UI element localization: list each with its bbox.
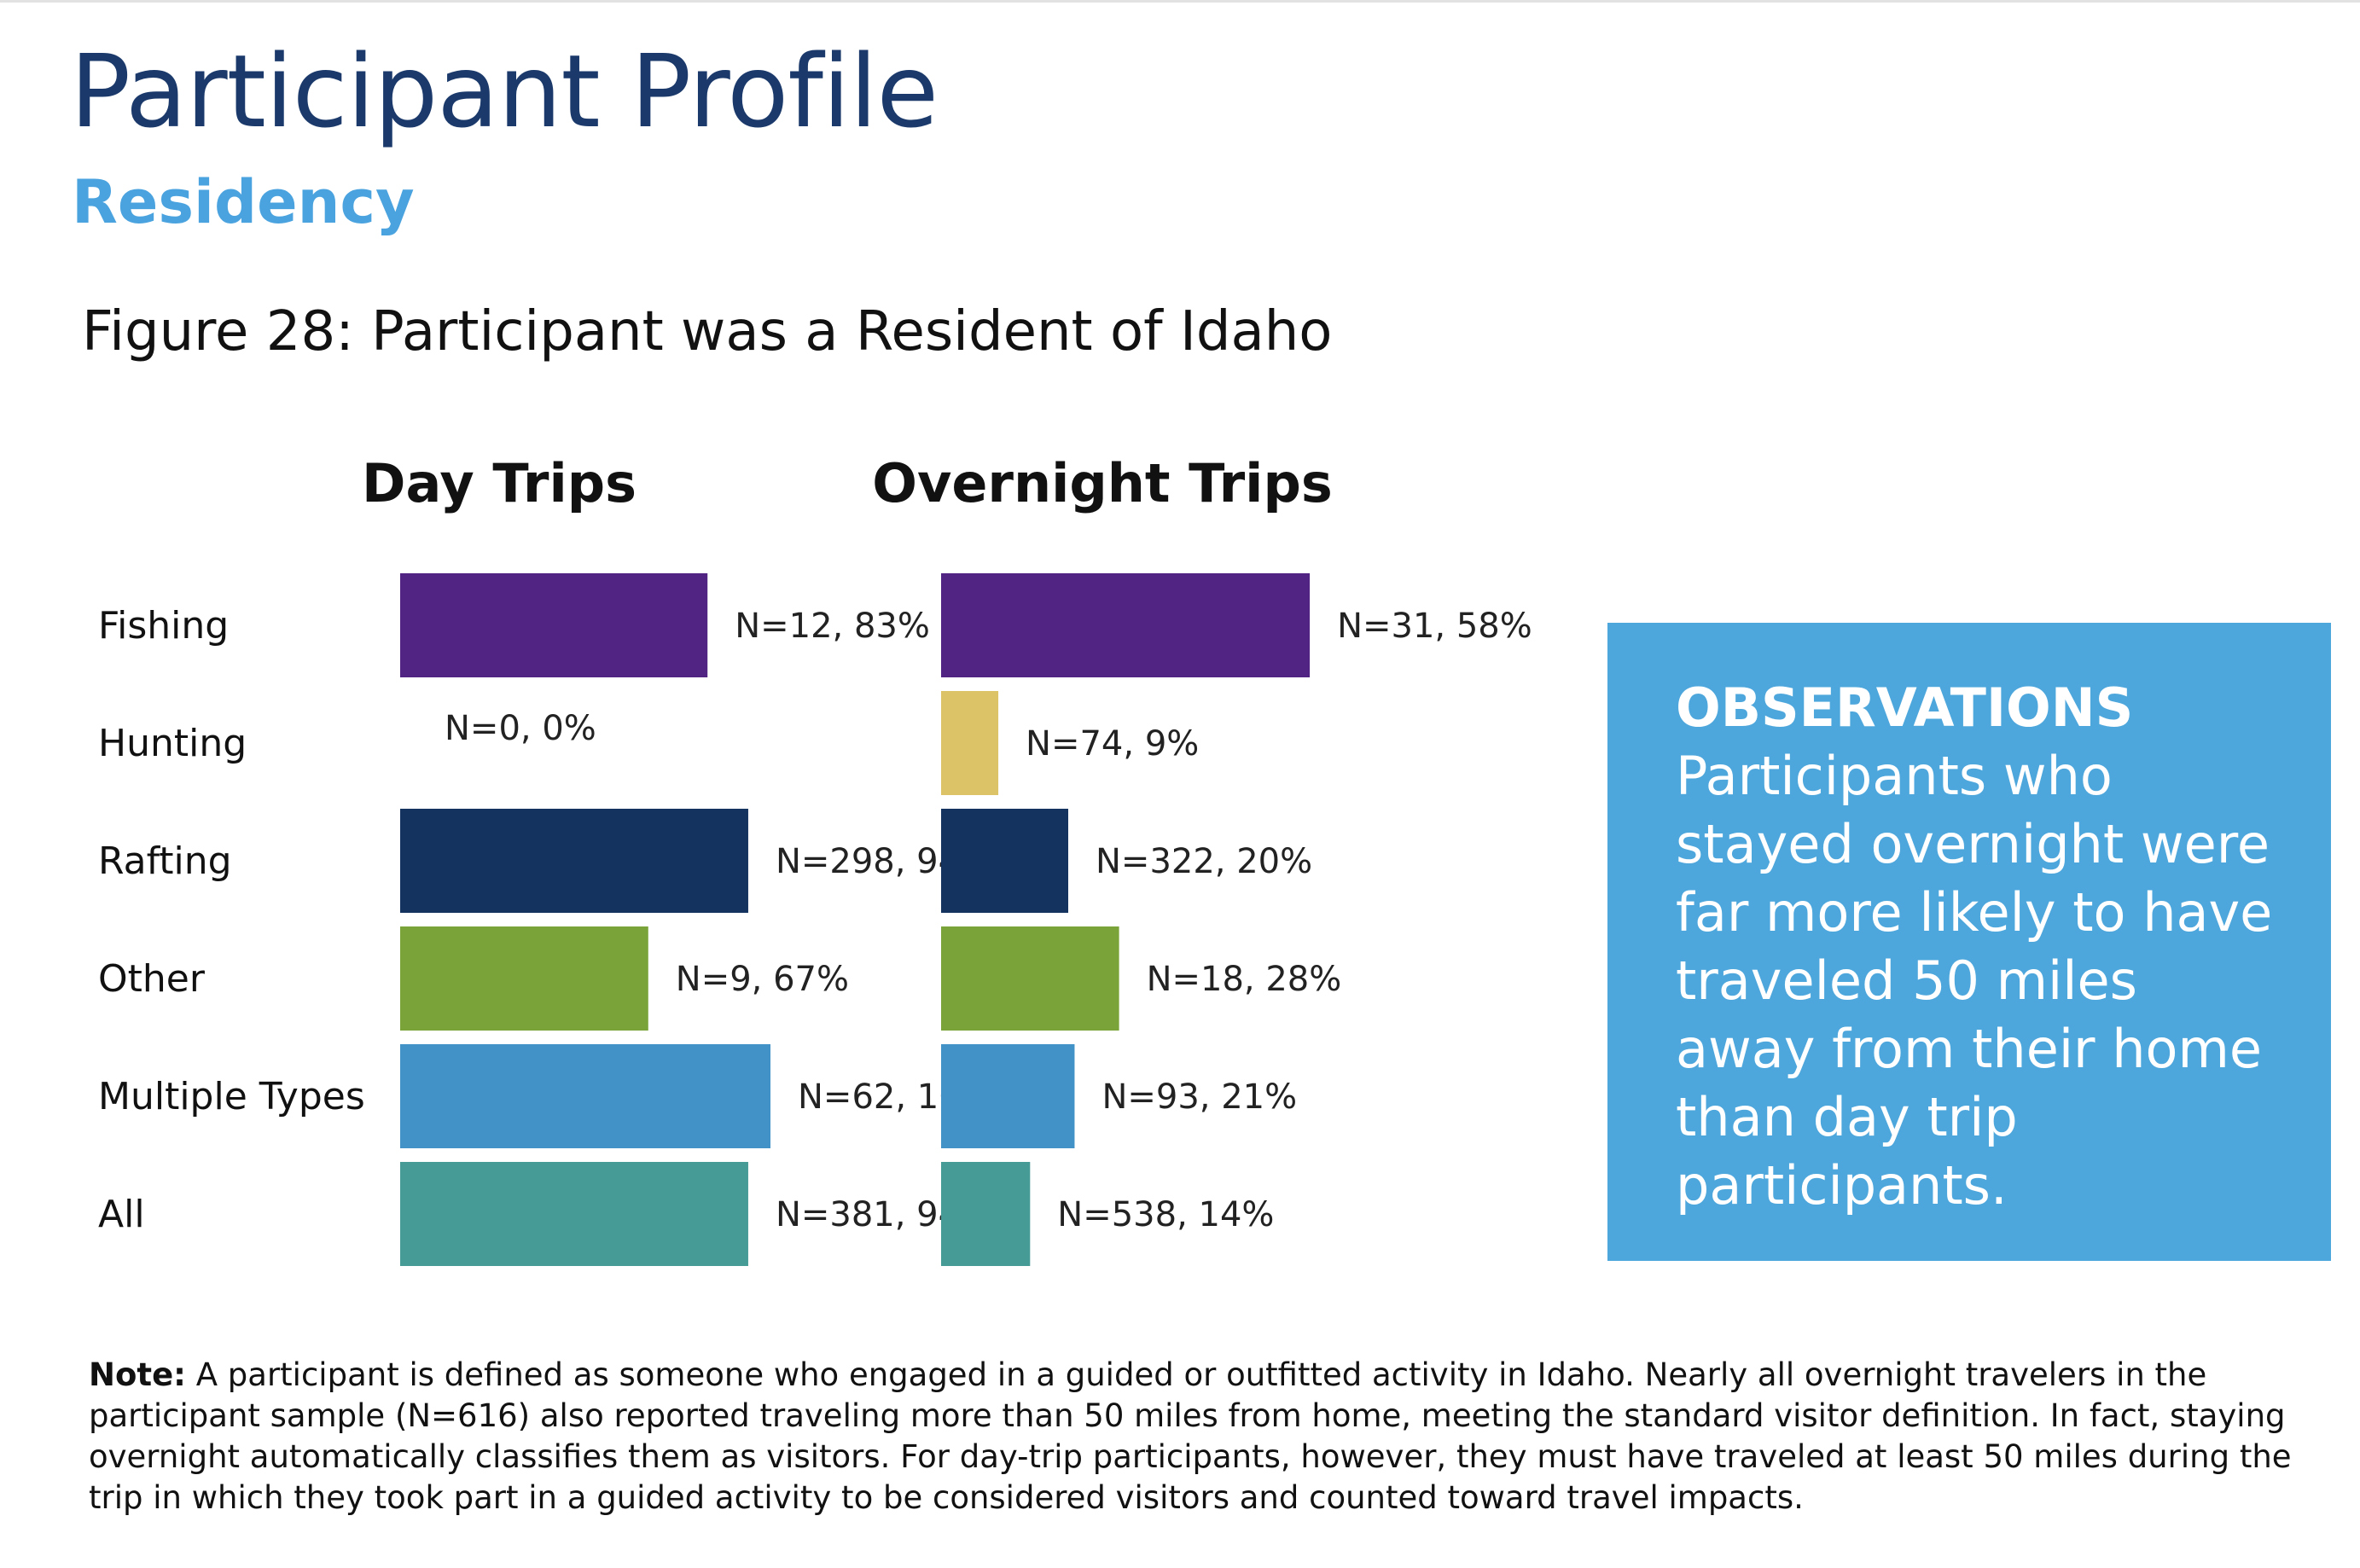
overnight-trips-bar-multiple-types — [941, 1044, 1075, 1148]
day-trips-bar-fishing — [400, 573, 708, 677]
section-title: Residency — [72, 167, 415, 237]
observations-box: OBSERVATIONS Participants who stayed ove… — [1607, 623, 2331, 1261]
overnight-trips-label-rafting: N=322, 20% — [1096, 842, 1312, 881]
overnight-trips-label-other: N=18, 28% — [1147, 960, 1342, 999]
overnight-trips-bar-hunting — [941, 691, 999, 795]
residency-chart: Fishing Hunting Rafting Other Multiple Types… — [98, 452, 1532, 1266]
observations-text: Participants who stayed overnight were f… — [1676, 745, 2273, 1217]
figure-title: Figure 28: Participant was a Resident of… — [82, 300, 1333, 363]
category-label-other: Other — [98, 957, 206, 1001]
overnight-trips-label-fishing: N=31, 58% — [1337, 607, 1532, 646]
category-label-multiple-types: Multiple Types — [98, 1075, 365, 1118]
category-label-fishing: Fishing — [98, 604, 229, 648]
overnight-trips-title: Overnight Trips — [872, 452, 1332, 514]
category-labels: Fishing Hunting Rafting Other Multiple Types… — [98, 604, 365, 1236]
page-title: Participant Profile — [70, 32, 939, 150]
day-trips-bar-rafting — [400, 809, 748, 913]
day-trips-bar-multiple-types — [400, 1044, 770, 1148]
overnight-trips-label-all: N=538, 14% — [1057, 1195, 1274, 1234]
day-trips-bar-all — [400, 1162, 748, 1266]
category-label-rafting: Rafting — [98, 839, 232, 883]
overnight-trips-bar-other — [941, 926, 1119, 1031]
overnight-trips-bar-fishing — [941, 573, 1311, 677]
overnight-trips-bar-all — [941, 1162, 1031, 1266]
day-trips-title: Day Trips — [362, 452, 637, 514]
day-trips-label-fishing: N=12, 83% — [735, 607, 930, 646]
day-trips-bar-other — [400, 926, 648, 1031]
category-label-hunting: Hunting — [98, 722, 247, 765]
overnight-trips-panel: Overnight Trips N=31, 58% N=74, 9% N=322, 2… — [872, 452, 1532, 1266]
observations-heading: OBSERVATIONS — [1676, 677, 2134, 739]
footnote: Note: A participant is defined as someon… — [89, 1355, 2307, 1519]
day-trips-label-hunting: N=0, 0% — [445, 709, 596, 748]
day-trips-label-other: N=9, 67% — [676, 960, 849, 999]
top-rule — [0, 0, 2360, 3]
note-text: A participant is defined as someone who … — [89, 1356, 2292, 1516]
note-label: Note: — [89, 1356, 186, 1393]
overnight-trips-label-hunting: N=74, 9% — [1026, 724, 1199, 764]
category-label-all: All — [98, 1193, 145, 1236]
overnight-trips-bar-rafting — [941, 809, 1068, 913]
overnight-trips-label-multiple-types: N=93, 21% — [1102, 1077, 1297, 1117]
